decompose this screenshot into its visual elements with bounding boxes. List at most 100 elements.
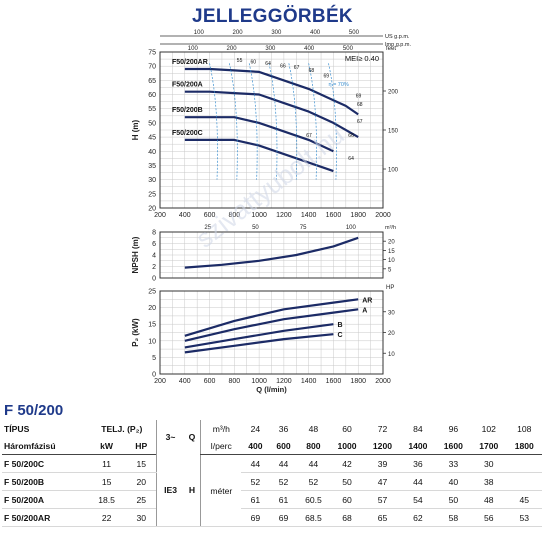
y-tick-label: 20 xyxy=(148,206,156,213)
series-line-npsh xyxy=(184,236,359,269)
row-hp: 30 xyxy=(126,508,157,527)
m3h-cell: 72 xyxy=(377,423,388,434)
series-line-f50/200a xyxy=(184,90,359,139)
efficiency-value-label: 66 xyxy=(348,133,354,139)
top-tick-label: 100 xyxy=(194,30,205,36)
series-line-f50/200c xyxy=(184,138,334,173)
lperc-cell: 1600 xyxy=(435,437,472,455)
top-tick-label: 400 xyxy=(304,46,315,52)
h-cell: 57 xyxy=(364,490,401,509)
x-tick-label: 1400 xyxy=(301,378,317,385)
efficiency-label: η = 70% xyxy=(328,82,348,88)
x-tick-label: 1400 xyxy=(301,212,317,219)
m3h-cell: 108 xyxy=(517,423,532,434)
y-tick-label: 5 xyxy=(152,355,156,362)
efficiency-value-label: 64 xyxy=(348,156,354,162)
h-cell: 47 xyxy=(364,472,401,491)
header-hp: HP xyxy=(126,437,157,455)
series-line-f50/200ar xyxy=(184,67,359,116)
series-line-c xyxy=(184,333,334,354)
right-axis-label: feet xyxy=(386,46,396,52)
row-hp: 25 xyxy=(126,490,157,509)
header-q: Q xyxy=(188,432,196,443)
row-model: F 50/200C xyxy=(2,454,88,473)
lperc-cell: 1800 xyxy=(506,437,542,455)
y-tick-label: 10 xyxy=(148,338,156,345)
lperc-cell: 1400 xyxy=(400,437,436,455)
mei-label: MEI≥ 0.40 xyxy=(345,54,379,63)
h-cell: 52 xyxy=(269,472,298,491)
right-tick-label: 20 xyxy=(388,240,395,246)
header-lperc-unit: l/perc xyxy=(200,437,242,455)
h-cell: 44 xyxy=(269,454,298,473)
top-tick-label: 50 xyxy=(252,225,259,231)
y-tick-label: 75 xyxy=(148,50,156,57)
series-label: A xyxy=(362,307,367,314)
x-tick-label: 200 xyxy=(154,212,166,219)
m3h-cell: 102 xyxy=(481,423,496,434)
x-axis-label: Q (l/min) xyxy=(256,385,287,394)
h-cell: 42 xyxy=(329,454,365,473)
header-m3h-unit: m³/h xyxy=(200,420,242,437)
x-tick-label: 1200 xyxy=(276,378,292,385)
y-tick-label: 65 xyxy=(148,78,156,85)
h-cell: 69 xyxy=(241,508,270,527)
top-tick-label: 25 xyxy=(204,225,211,231)
table-row: F 50/200C 11 15 IE3 H méter 44 44 44 42 … xyxy=(2,454,542,527)
header-telj: TELJ. (P₂) xyxy=(101,423,143,434)
y-axis-label: P₂ (kW) xyxy=(131,318,140,347)
h-cell: 60 xyxy=(329,490,365,509)
top-tick-label: 300 xyxy=(265,46,276,52)
right-tick-label: 30 xyxy=(388,310,395,316)
right-tick-label: 15 xyxy=(388,249,395,255)
right-tick-label: 10 xyxy=(388,258,395,264)
table-header-row-2: Háromfázisú kW HP l/perc 400 600 800 100… xyxy=(2,437,542,455)
m3h-cell: 96 xyxy=(448,423,459,434)
h-unit: méter xyxy=(200,454,242,527)
right-tick-label: 200 xyxy=(388,90,399,96)
row-hp: 20 xyxy=(126,472,157,491)
row-model: F 50/200AR xyxy=(2,508,88,527)
x-tick-label: 2000 xyxy=(375,378,391,385)
h-symbol: H xyxy=(183,454,201,527)
x-tick-label: 2000 xyxy=(375,212,391,219)
right-tick-label: 20 xyxy=(388,331,395,337)
h-cell: 50 xyxy=(435,490,472,509)
h-cell: 60.5 xyxy=(297,490,330,509)
right-tick-label: 100 xyxy=(388,168,399,174)
efficiency-value-label: 68 xyxy=(309,68,315,74)
table-row: F 50/200AR 22 30 69 69 68.5 68 65 62 58 … xyxy=(2,508,542,527)
h-cell: 44 xyxy=(297,454,330,473)
efficiency-value-label: 55 xyxy=(237,58,243,64)
m3h-cell: 84 xyxy=(413,423,423,434)
y-tick-label: 25 xyxy=(148,191,156,198)
y-tick-label: 4 xyxy=(152,253,156,260)
h-cell: 30 xyxy=(471,454,507,473)
y-tick-label: 30 xyxy=(148,177,156,184)
x-tick-label: 600 xyxy=(204,212,216,219)
table-row: F 50/200B 15 20 52 52 52 50 47 44 40 38 xyxy=(2,472,542,491)
series-line-ar xyxy=(184,298,359,337)
y-tick-label: 0 xyxy=(152,372,156,379)
row-kw: 18.5 xyxy=(87,490,127,509)
efficiency-isoline xyxy=(229,63,238,180)
top-tick-label: 200 xyxy=(227,46,238,52)
top-tick-label: 200 xyxy=(233,30,244,36)
h-cell: 58 xyxy=(435,508,472,527)
h-cell: 61 xyxy=(269,490,298,509)
series-label: F50/200B xyxy=(172,107,203,114)
ie-class: IE3 xyxy=(156,454,184,527)
lperc-cell: 600 xyxy=(269,437,298,455)
x-tick-label: 600 xyxy=(204,378,216,385)
y-tick-label: 40 xyxy=(148,149,156,156)
h-cell: 38 xyxy=(471,472,507,491)
efficiency-value-label: 60 xyxy=(250,59,256,65)
x-tick-label: 400 xyxy=(179,212,191,219)
x-tick-label: 800 xyxy=(228,378,240,385)
h-cell: 69 xyxy=(269,508,298,527)
row-model: F 50/200B xyxy=(2,472,88,491)
h-cell xyxy=(506,472,542,491)
header-haromfazisu: Háromfázisú xyxy=(2,437,88,455)
y-axis-label: H (m) xyxy=(131,119,140,140)
